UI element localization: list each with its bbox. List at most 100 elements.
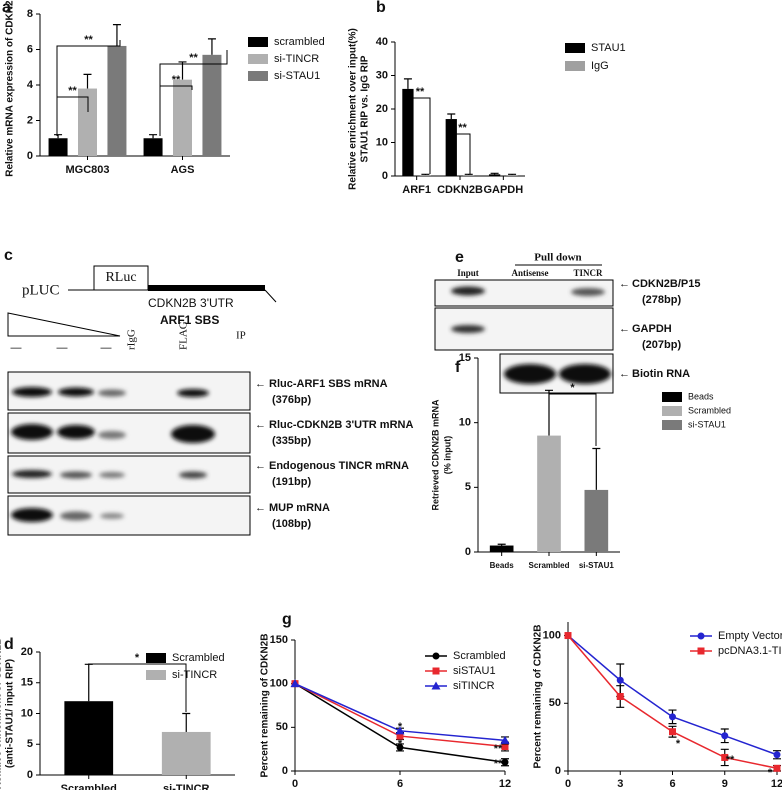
legend-swatch <box>146 653 166 663</box>
annotation: * <box>398 738 403 750</box>
band <box>12 470 52 478</box>
band <box>571 288 605 296</box>
band <box>451 325 485 333</box>
lane-label: — <box>11 342 22 354</box>
error-bar <box>497 543 506 546</box>
bar <box>202 54 222 157</box>
bar <box>402 88 414 176</box>
y-tick-label: 30 <box>376 69 388 81</box>
error-bar <box>207 38 216 55</box>
rluc-box <box>93 265 149 291</box>
utr-bar <box>148 285 265 291</box>
x-tick-label: 6 <box>397 778 403 790</box>
band <box>99 472 125 478</box>
band-label: Rluc-ARF1 SBS mRNA <box>269 378 388 390</box>
rluc-label: RLuc <box>105 270 136 285</box>
data-point <box>616 693 624 700</box>
error-bar <box>464 173 473 175</box>
legend-marker <box>431 681 441 690</box>
y-tick-label: 2 <box>27 114 33 126</box>
legend-marker <box>432 667 440 675</box>
data-point <box>721 753 729 761</box>
data-point <box>773 751 781 759</box>
bar <box>463 174 475 176</box>
x-tick-label: Beads <box>490 561 515 570</box>
y-axis-label: STAU1 RIP vs. IgG RIP <box>360 55 371 162</box>
y-axis-label: Percent remaining of CDKN2B <box>533 625 544 769</box>
band <box>171 425 215 443</box>
y-tick-label: 20 <box>376 103 388 115</box>
annotation: * <box>676 738 681 750</box>
band-size: (191bp) <box>272 476 311 488</box>
x-tick-label: AGS <box>171 164 195 176</box>
arrow: ← <box>255 502 266 514</box>
chart: a 0 2 4 6 8 Relative mRNA expression of CDKN2B… <box>2 0 325 177</box>
bar <box>48 138 68 156</box>
error-bar <box>178 61 187 80</box>
data-point <box>564 632 572 640</box>
error-bar <box>421 173 430 175</box>
chart: d 0 5 10 15 20 Relative enrichment of CDKN2B(a… <box>0 636 235 790</box>
annotation: * <box>135 652 140 664</box>
error-bar <box>592 447 601 490</box>
bar <box>488 174 501 176</box>
lane-label: Input <box>457 268 479 278</box>
band <box>100 513 124 519</box>
arrow: ← <box>255 378 266 390</box>
x-tick-label: 6 <box>669 778 675 790</box>
data-point <box>669 728 676 736</box>
error-bar <box>490 172 499 175</box>
construct-tail <box>264 289 277 303</box>
x-tick-label: GAPDH <box>483 184 523 196</box>
bar <box>78 88 97 156</box>
band-label: CDKN2B/P15 <box>632 278 700 290</box>
legend-label: Scrambled <box>453 650 506 662</box>
x-tick-label: si-STAU1 <box>579 561 615 570</box>
legend-swatch <box>248 54 268 64</box>
y-tick-label: 150 <box>270 634 288 646</box>
utr-label: CDKN2B 3'UTR <box>148 296 234 310</box>
y-tick-label: 0 <box>27 769 33 781</box>
x-tick-label: CDKN2B <box>437 184 483 196</box>
x-tick-label: 9 <box>722 778 728 790</box>
band <box>58 387 94 397</box>
bar <box>537 435 561 552</box>
y-axis-label: Percent remaining of CDKN2B <box>260 634 271 778</box>
error-bar <box>545 389 553 436</box>
y-tick-label: 0 <box>27 150 33 162</box>
legend-marker <box>697 632 705 640</box>
legend-swatch <box>248 37 268 47</box>
y-tick-label: 20 <box>21 646 33 658</box>
arrow: ← <box>255 419 266 431</box>
data-point <box>395 726 405 735</box>
bar <box>489 545 514 552</box>
band-label: GAPDH <box>632 323 672 335</box>
panel-e: e Pull down Input Antisense TINCR <box>434 249 614 394</box>
band <box>11 508 53 522</box>
data-point <box>616 676 624 684</box>
legend-swatch <box>146 670 166 680</box>
band <box>504 364 556 384</box>
arrow: ← <box>619 323 630 335</box>
bar <box>506 174 518 176</box>
y-tick-label: 6 <box>27 43 33 55</box>
y-tick-label: 15 <box>459 352 471 364</box>
annotation: ** <box>458 122 467 134</box>
band <box>12 387 52 397</box>
annotation: ** <box>68 85 77 97</box>
band-size: (207bp) <box>642 339 681 351</box>
band <box>451 286 485 296</box>
band <box>98 431 126 439</box>
x-tick-label: si-TINCR <box>163 783 210 790</box>
legend-swatch <box>248 71 268 81</box>
significance-bracket <box>88 663 187 712</box>
x-tick-label: ARF1 <box>402 184 431 196</box>
legend-swatch <box>565 43 585 53</box>
lane-label: rIgG <box>126 329 138 350</box>
y-axis-label: Relative enrichment of CDKN2B <box>0 638 4 790</box>
chart: f 0 5 10 15 Retrieved CDKN2B mRNA (% input) Bea… <box>430 352 731 570</box>
band-size: (278bp) <box>642 294 681 306</box>
